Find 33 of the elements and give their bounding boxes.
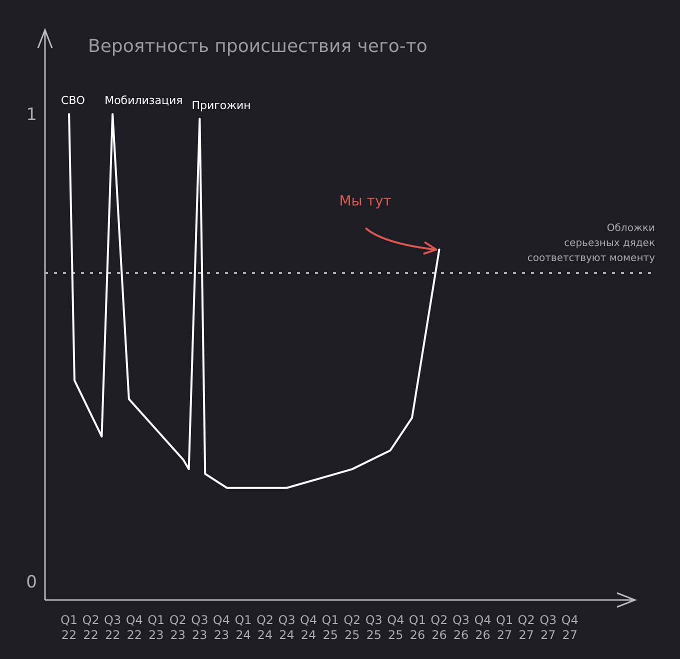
x-tick-label: Q4 25 (387, 613, 404, 642)
x-tick-label: Q1 25 (322, 613, 339, 642)
x-tick-label: Q1 27 (496, 613, 514, 642)
x-tick-label: Q2 24 (256, 613, 274, 642)
line-series (68, 113, 440, 489)
annotation: Пригожин (192, 98, 251, 112)
x-tick-label: Q4 27 (561, 613, 578, 642)
y-tick-label: 0 (26, 572, 37, 592)
x-tick-label: Q2 25 (344, 613, 361, 642)
x-tick-label: Q3 26 (452, 613, 470, 642)
x-tick-label: Q3 27 (540, 613, 557, 642)
x-tick-label: Q3 22 (104, 613, 122, 642)
x-tick-label: Q1 24 (234, 613, 252, 642)
y-tick-label: 1 (26, 105, 37, 126)
annotation: Мы тут (339, 194, 392, 210)
x-tick-label: Q4 22 (126, 613, 143, 642)
x-tick-label: Q3 23 (191, 613, 208, 642)
x-tick-label: Q4 23 (212, 613, 230, 642)
x-tick-label: Q3 25 (365, 613, 382, 642)
x-tick-label: Q4 26 (474, 613, 492, 642)
x-tick-label: Q1 23 (148, 613, 165, 642)
x-tick-label: Q3 24 (278, 613, 296, 642)
annotation: СВО (61, 94, 86, 108)
x-tick-label: Q2 22 (82, 613, 100, 642)
x-tick-label: Q1 22 (60, 613, 78, 642)
annotation: Мобилизация (104, 94, 183, 108)
x-tick-label: Q2 27 (518, 613, 535, 642)
x-tick-label: Q4 24 (300, 613, 318, 642)
ref-line-label: Обложки серьезных дядек соответствуют моменту (527, 222, 656, 264)
x-tick-label: Q2 26 (430, 613, 448, 642)
x-tick-label: Q2 23 (169, 613, 186, 642)
x-tick-label: Q1 26 (408, 613, 426, 642)
chart-title: Вероятность происшествия чего-то (88, 36, 428, 57)
